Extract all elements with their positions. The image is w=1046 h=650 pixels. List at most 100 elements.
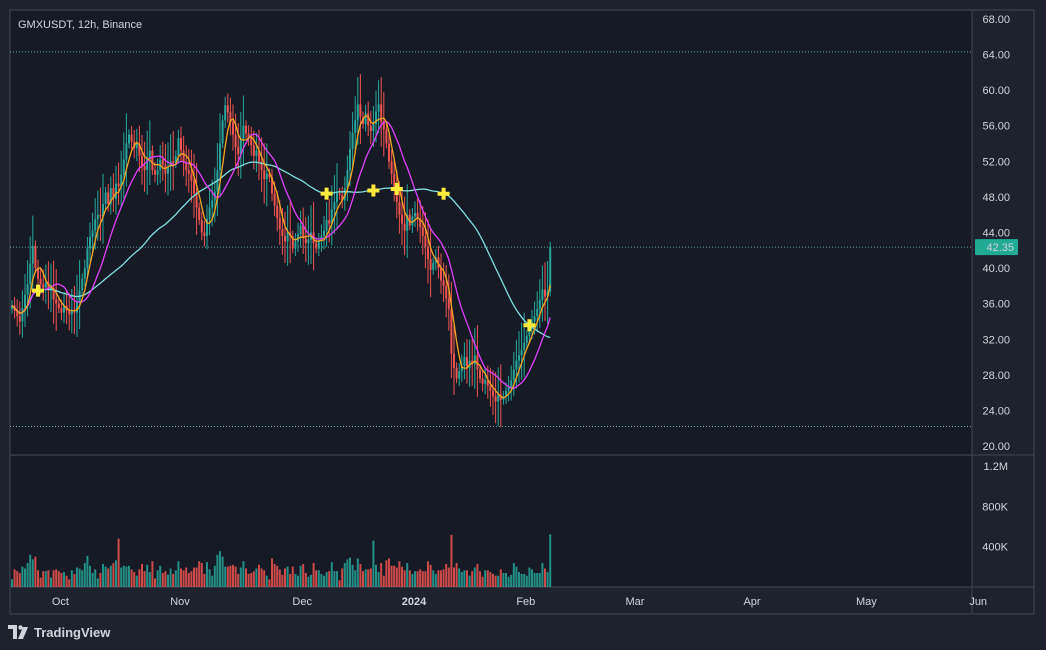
candle-body (164, 164, 167, 174)
price-tick-label: 40.00 (982, 263, 1010, 275)
volume-pane[interactable] (10, 456, 972, 587)
candle-body (128, 134, 130, 144)
candle-body (486, 380, 489, 386)
candle-body (63, 305, 65, 313)
volume-bar (398, 561, 401, 587)
ma-mid-line (11, 120, 551, 389)
candle-body (208, 207, 211, 220)
candle-body (304, 237, 307, 244)
candle-body (37, 268, 39, 279)
symbol-label[interactable]: GMXUSDT, 12h, Binance (18, 19, 142, 31)
candle-body (200, 220, 203, 233)
volume-bar (297, 575, 299, 587)
volume-bar (354, 570, 357, 587)
candle-body (286, 232, 289, 242)
candle-body (538, 300, 541, 310)
candle-body (458, 371, 461, 379)
price-pane[interactable] (10, 10, 972, 455)
volume-bar (492, 573, 494, 587)
volume-bar (232, 564, 234, 587)
volume-bar (375, 564, 377, 587)
candle-body (377, 104, 380, 112)
crossover-marker (390, 183, 403, 196)
candle-body (154, 170, 156, 175)
volume-bar (486, 570, 489, 587)
volume-bar (122, 565, 125, 587)
volume-bar (78, 568, 81, 587)
candle-body (242, 125, 245, 140)
volume-bar (432, 570, 435, 587)
volume-bar (96, 578, 99, 587)
volume-bar (151, 561, 154, 587)
volume-bar (505, 572, 507, 587)
candle-body (91, 230, 94, 237)
time-axis[interactable] (10, 587, 972, 614)
candle-body (94, 219, 97, 231)
candle-body (138, 143, 141, 156)
price-tick-label: 32.00 (982, 334, 1010, 346)
volume-bar (265, 575, 268, 587)
candle-body (364, 113, 367, 124)
current-price-label: 42.35 (986, 242, 1014, 254)
volume-bar (372, 540, 375, 587)
candle-body (239, 139, 242, 155)
candle-body (463, 357, 466, 366)
volume-bar (377, 572, 380, 587)
volume-bar (346, 559, 349, 587)
volume-bar (174, 570, 177, 587)
candle-body (302, 225, 305, 238)
volume-bar (245, 568, 247, 587)
volume-bar (11, 579, 13, 587)
candle-body (497, 394, 500, 402)
volume-bar (206, 562, 208, 587)
brand-label: TradingView (34, 624, 111, 640)
volume-bar (208, 569, 211, 587)
candle-body (11, 305, 13, 310)
volume-bar (109, 565, 112, 587)
candle-body (544, 289, 546, 297)
volume-bar (143, 571, 146, 587)
volume-tick-label: 400K (982, 542, 1008, 554)
candle-body (484, 380, 487, 384)
tradingview-logo[interactable]: TradingView (8, 622, 110, 642)
volume-bar (520, 573, 523, 587)
candle-body (518, 355, 520, 361)
candle-body (291, 236, 294, 249)
candle-body (120, 174, 123, 187)
volume-bar (536, 572, 539, 587)
volume-bar (302, 563, 305, 587)
volume-bar (148, 572, 151, 587)
price-tick-label: 44.00 (982, 228, 1010, 240)
volume-bar (177, 561, 180, 587)
candle-body (190, 173, 193, 181)
candle-body (276, 205, 279, 219)
candle-body (473, 355, 476, 365)
candle-body (211, 200, 214, 208)
volume-bar (499, 569, 502, 587)
volume-bar (258, 564, 260, 587)
volume-bar (310, 574, 312, 587)
volume-bar (169, 568, 172, 587)
candle-body (510, 380, 513, 388)
candle-body (245, 125, 247, 134)
price-tick-label: 52.00 (982, 156, 1010, 168)
volume-bar (128, 565, 130, 587)
candle-body (109, 188, 112, 205)
volume-bar (497, 575, 500, 587)
volume-bar (65, 575, 68, 587)
volume-bar (21, 566, 24, 587)
candle-body (541, 289, 544, 301)
volume-bar (172, 573, 175, 587)
candle-body (349, 148, 351, 171)
candle-body (284, 236, 286, 242)
volume-bar (323, 575, 325, 587)
volume-bar (224, 566, 227, 587)
volume-bar (307, 576, 310, 587)
volume-bar (515, 566, 518, 587)
candle-body (237, 147, 240, 155)
volume-bar (42, 571, 45, 587)
candle-body (382, 122, 385, 130)
volume-bar (268, 579, 271, 587)
